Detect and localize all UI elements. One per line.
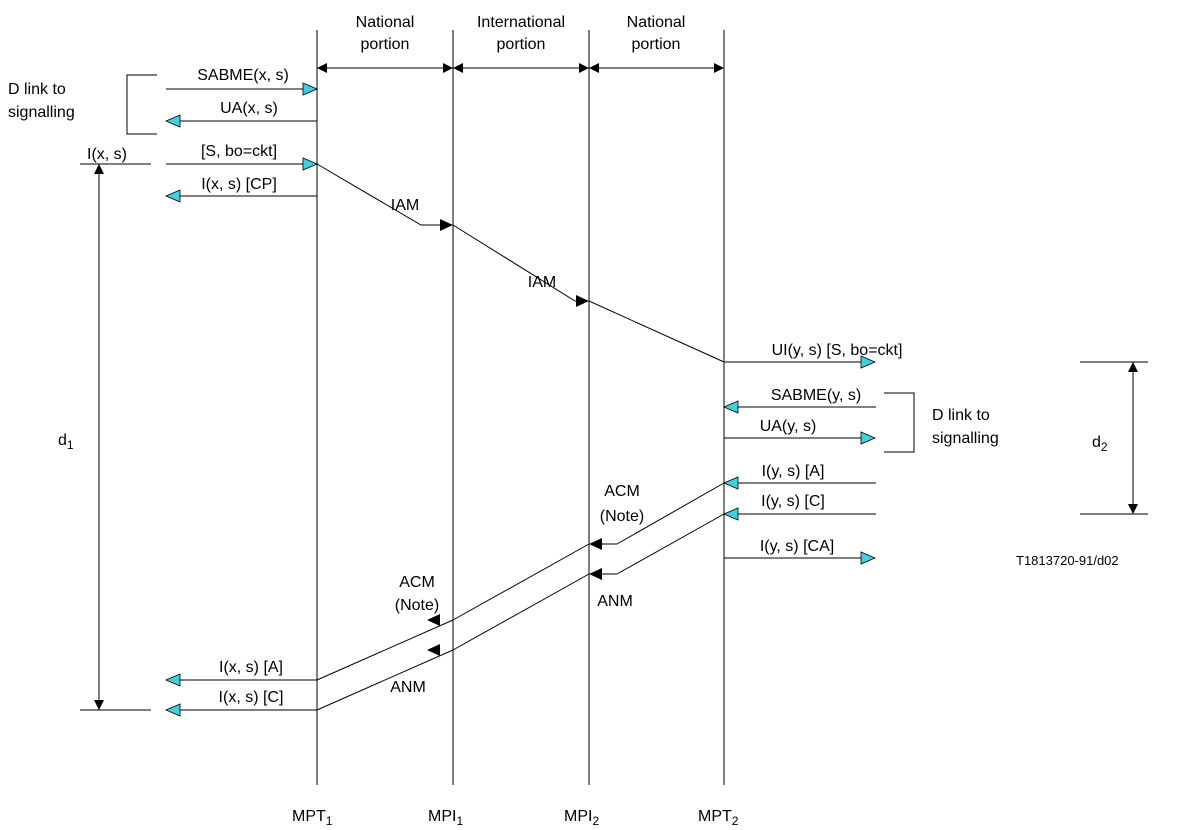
msg-i-c-x-label: I(x, s) [C] [219,689,284,706]
msg-iam-hop-1 [316,163,440,226]
msg-anm-hop-1 [616,513,725,575]
svg-text:portion: portion [632,36,681,53]
d-link-label-right-2-visible: signalling [932,430,999,447]
msg-ua-x-arrowhead [164,114,181,128]
d-link-label-left-2: signalling [8,104,75,121]
msg-iam-label-2: IAM [528,274,556,291]
msg-i-c-y-arrowhead [722,507,739,521]
svg-text:ACM: ACM [399,574,435,591]
svg-text:portion: portion [497,36,546,53]
node-label-mpt1: MPT1 [292,808,333,828]
msg-iam-hop-2-arrowhead [576,295,589,307]
d2-label: d2 [1092,434,1108,454]
svg-text:ACM: ACM [604,483,640,500]
msg-sabme-y-arrowhead [722,400,739,414]
msg-ui-arrowhead [860,355,877,369]
msg-anm-hop-1-arrowhead [589,568,602,580]
msg-anm-label-right: ANM [597,593,633,610]
msg-acm-hop-1-arrowhead [589,538,602,550]
node-label-mpt2: MPT2 [698,808,739,828]
msg-i-c-x-arrowhead [164,703,181,717]
node-label-mpi2: MPI2 [564,808,599,828]
msg-anm-label-left: ANM [390,679,426,696]
msg-iam-hop-3 [588,300,725,363]
svg-text:International: International [477,14,565,31]
msg-acm-label-right: ACM (Note) [600,483,644,525]
msg-i-a-x-arrowhead [164,673,181,687]
msg-acm-hop-3 [316,619,454,681]
msg-i-a-x-label: I(x, s) [A] [219,659,283,676]
ix-s-label: I(x, s) [87,146,127,163]
msg-sabme-x-label: SABME(x, s) [197,67,289,84]
d-link-bracket-left [126,74,157,135]
msg-iam-label-1: IAM [391,197,419,214]
msg-i-ca-y-arrowhead [860,551,877,565]
header-national-right: National portion [627,14,686,53]
msg-sabme-x-arrowhead [302,82,319,96]
d-link-bracket-right [884,392,915,453]
msg-ua-x-label: UA(x, s) [220,100,278,117]
msg-anm-hop-3 [316,649,454,711]
figure-reference: T1813720-91/d02 [1016,553,1119,568]
msg-s-bo-ckt-arrowhead [302,157,319,171]
d1-label: d1 [58,432,74,452]
msg-i-ca-y-label: I(y, s) [CA] [760,538,834,555]
msg-i-a-y-arrowhead [722,476,739,490]
svg-text:(Note): (Note) [395,597,439,614]
svg-text:National: National [356,14,415,31]
header-international: International portion [477,14,565,53]
msg-i-a-y-label: I(y, s) [A] [762,463,825,480]
d-link-label-right-1: D link to [932,407,990,424]
msg-s-bo-ckt-label: [S, bo=ckt] [201,143,277,160]
node-label-mpi1: MPI1 [428,808,463,828]
msg-i-cp-label: I(x, s) [CP] [201,176,277,193]
msg-ui-label: UI(y, s) [S, bo=ckt] [772,342,903,359]
msg-acm-label-left: ACM (Note) [395,574,439,614]
msg-acm-hop-2 [452,543,590,621]
msg-ua-y-arrowhead [860,431,877,445]
msg-anm-hop-2-arrowhead [427,644,440,656]
msg-i-c-y-label: I(y, s) [C] [761,493,825,510]
msg-ua-y-label: UA(y, s) [760,418,817,435]
msg-sabme-y-label: SABME(y, s) [771,387,861,404]
svg-text:(Note): (Note) [600,508,644,525]
svg-text:National: National [627,14,686,31]
d-link-label-left-1: D link to [8,81,66,98]
msg-anm-hop-2 [452,573,590,651]
msg-acm-hop-2-arrowhead [427,614,440,626]
msg-acm-hop-1 [616,482,725,545]
msg-i-cp-arrowhead [164,189,181,203]
msg-iam-hop-1-arrowhead [440,219,453,231]
msg-iam-hop-2 [452,224,576,302]
svg-text:portion: portion [361,36,410,53]
header-national-left: National portion [356,14,415,53]
